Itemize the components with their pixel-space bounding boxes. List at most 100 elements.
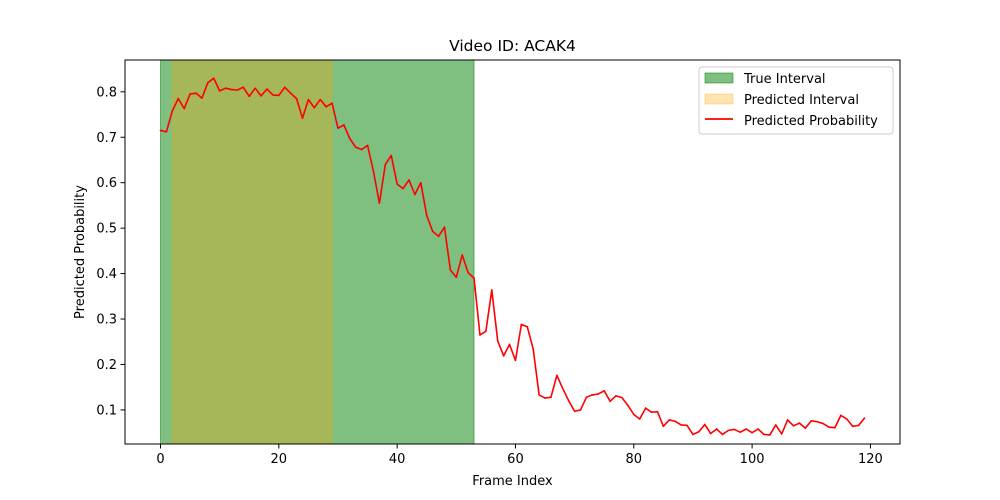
data-point xyxy=(443,226,446,229)
y-tick-label: 0.8 xyxy=(96,85,117,100)
data-point xyxy=(449,269,452,271)
data-point xyxy=(520,323,523,326)
data-point xyxy=(514,359,517,362)
data-point xyxy=(692,433,694,436)
data-point xyxy=(490,289,493,291)
data-point xyxy=(638,418,641,420)
data-point xyxy=(467,271,469,274)
line-layer xyxy=(159,77,866,436)
data-point xyxy=(573,410,576,413)
y-tick-label: 0.1 xyxy=(96,403,117,418)
data-point xyxy=(331,102,333,104)
data-point xyxy=(834,426,836,429)
data-point xyxy=(597,393,600,395)
data-point xyxy=(384,163,387,166)
data-point xyxy=(272,94,274,96)
data-point xyxy=(769,434,771,436)
data-point xyxy=(230,88,233,91)
data-point xyxy=(319,98,322,101)
data-point xyxy=(177,97,180,100)
data-point xyxy=(798,422,801,424)
data-point xyxy=(703,423,706,426)
data-point xyxy=(721,433,724,436)
data-point xyxy=(207,81,209,84)
data-point xyxy=(402,187,404,190)
data-point xyxy=(745,428,747,430)
data-point xyxy=(301,117,304,119)
y-tick-label: 0.2 xyxy=(96,358,117,373)
legend-label-predicted-interval: Predicted Interval xyxy=(744,93,859,108)
data-point xyxy=(603,390,605,392)
data-point xyxy=(224,87,227,89)
data-point xyxy=(591,394,594,396)
data-point xyxy=(733,428,736,431)
x-tick-label: 60 xyxy=(507,452,524,467)
data-point xyxy=(757,428,759,430)
data-point xyxy=(254,87,256,89)
data-point xyxy=(650,411,653,413)
legend-swatch-true-interval xyxy=(704,72,734,84)
data-point xyxy=(550,396,552,398)
data-point xyxy=(278,94,280,97)
data-point xyxy=(266,88,268,90)
data-point xyxy=(420,181,422,184)
data-point xyxy=(698,430,700,433)
data-point xyxy=(337,127,339,129)
data-point xyxy=(538,394,540,396)
data-point xyxy=(609,400,611,403)
data-point xyxy=(159,129,162,132)
data-point xyxy=(437,235,440,238)
data-point xyxy=(556,374,558,377)
data-point xyxy=(360,148,363,151)
data-point xyxy=(236,89,239,91)
x-tick-label: 20 xyxy=(271,452,288,467)
data-point xyxy=(674,420,676,423)
data-point xyxy=(496,340,499,342)
y-tick-label: 0.4 xyxy=(96,267,117,282)
y-tick-label: 0.3 xyxy=(96,313,117,328)
data-point xyxy=(816,420,818,423)
data-point xyxy=(727,429,730,432)
data-point xyxy=(662,425,665,428)
data-point xyxy=(479,334,481,336)
data-point xyxy=(863,417,866,419)
data-point xyxy=(425,214,428,217)
data-point xyxy=(709,432,712,435)
data-point xyxy=(508,343,511,346)
legend: True Interval Predicted Interval Predict… xyxy=(698,66,894,135)
data-point xyxy=(840,414,842,417)
data-point xyxy=(354,146,357,149)
y-axis-label: Predicted Probability xyxy=(73,185,88,319)
data-point xyxy=(378,202,381,204)
data-point xyxy=(390,154,393,157)
data-point xyxy=(751,431,753,434)
data-point xyxy=(780,433,783,435)
chart-title: Video ID: ACAK4 xyxy=(449,37,576,55)
data-point xyxy=(171,110,174,112)
data-point xyxy=(792,425,795,427)
data-point xyxy=(195,92,197,94)
data-point xyxy=(289,92,292,94)
data-point xyxy=(851,425,854,428)
y-ticks: 0.1 0.2 0.3 0.4 0.5 0.6 0.7 0.8 xyxy=(96,85,125,418)
data-point xyxy=(248,95,251,98)
data-point xyxy=(295,97,298,100)
data-point xyxy=(822,422,824,425)
data-point xyxy=(313,106,316,109)
data-point xyxy=(857,424,860,427)
data-point xyxy=(183,107,185,110)
data-point xyxy=(680,424,682,426)
data-point xyxy=(201,97,203,99)
predicted-probability-line xyxy=(160,77,866,436)
data-point xyxy=(189,93,191,95)
data-point xyxy=(561,387,564,390)
data-point xyxy=(585,396,588,398)
y-tick-label: 0.6 xyxy=(96,176,117,191)
data-point xyxy=(656,410,659,413)
data-point xyxy=(366,144,369,147)
intervals-layer xyxy=(159,59,475,445)
x-ticks: 0 20 40 60 80 100 120 xyxy=(156,444,883,467)
data-point xyxy=(343,124,345,126)
data-point xyxy=(774,424,777,426)
data-point xyxy=(544,397,546,399)
